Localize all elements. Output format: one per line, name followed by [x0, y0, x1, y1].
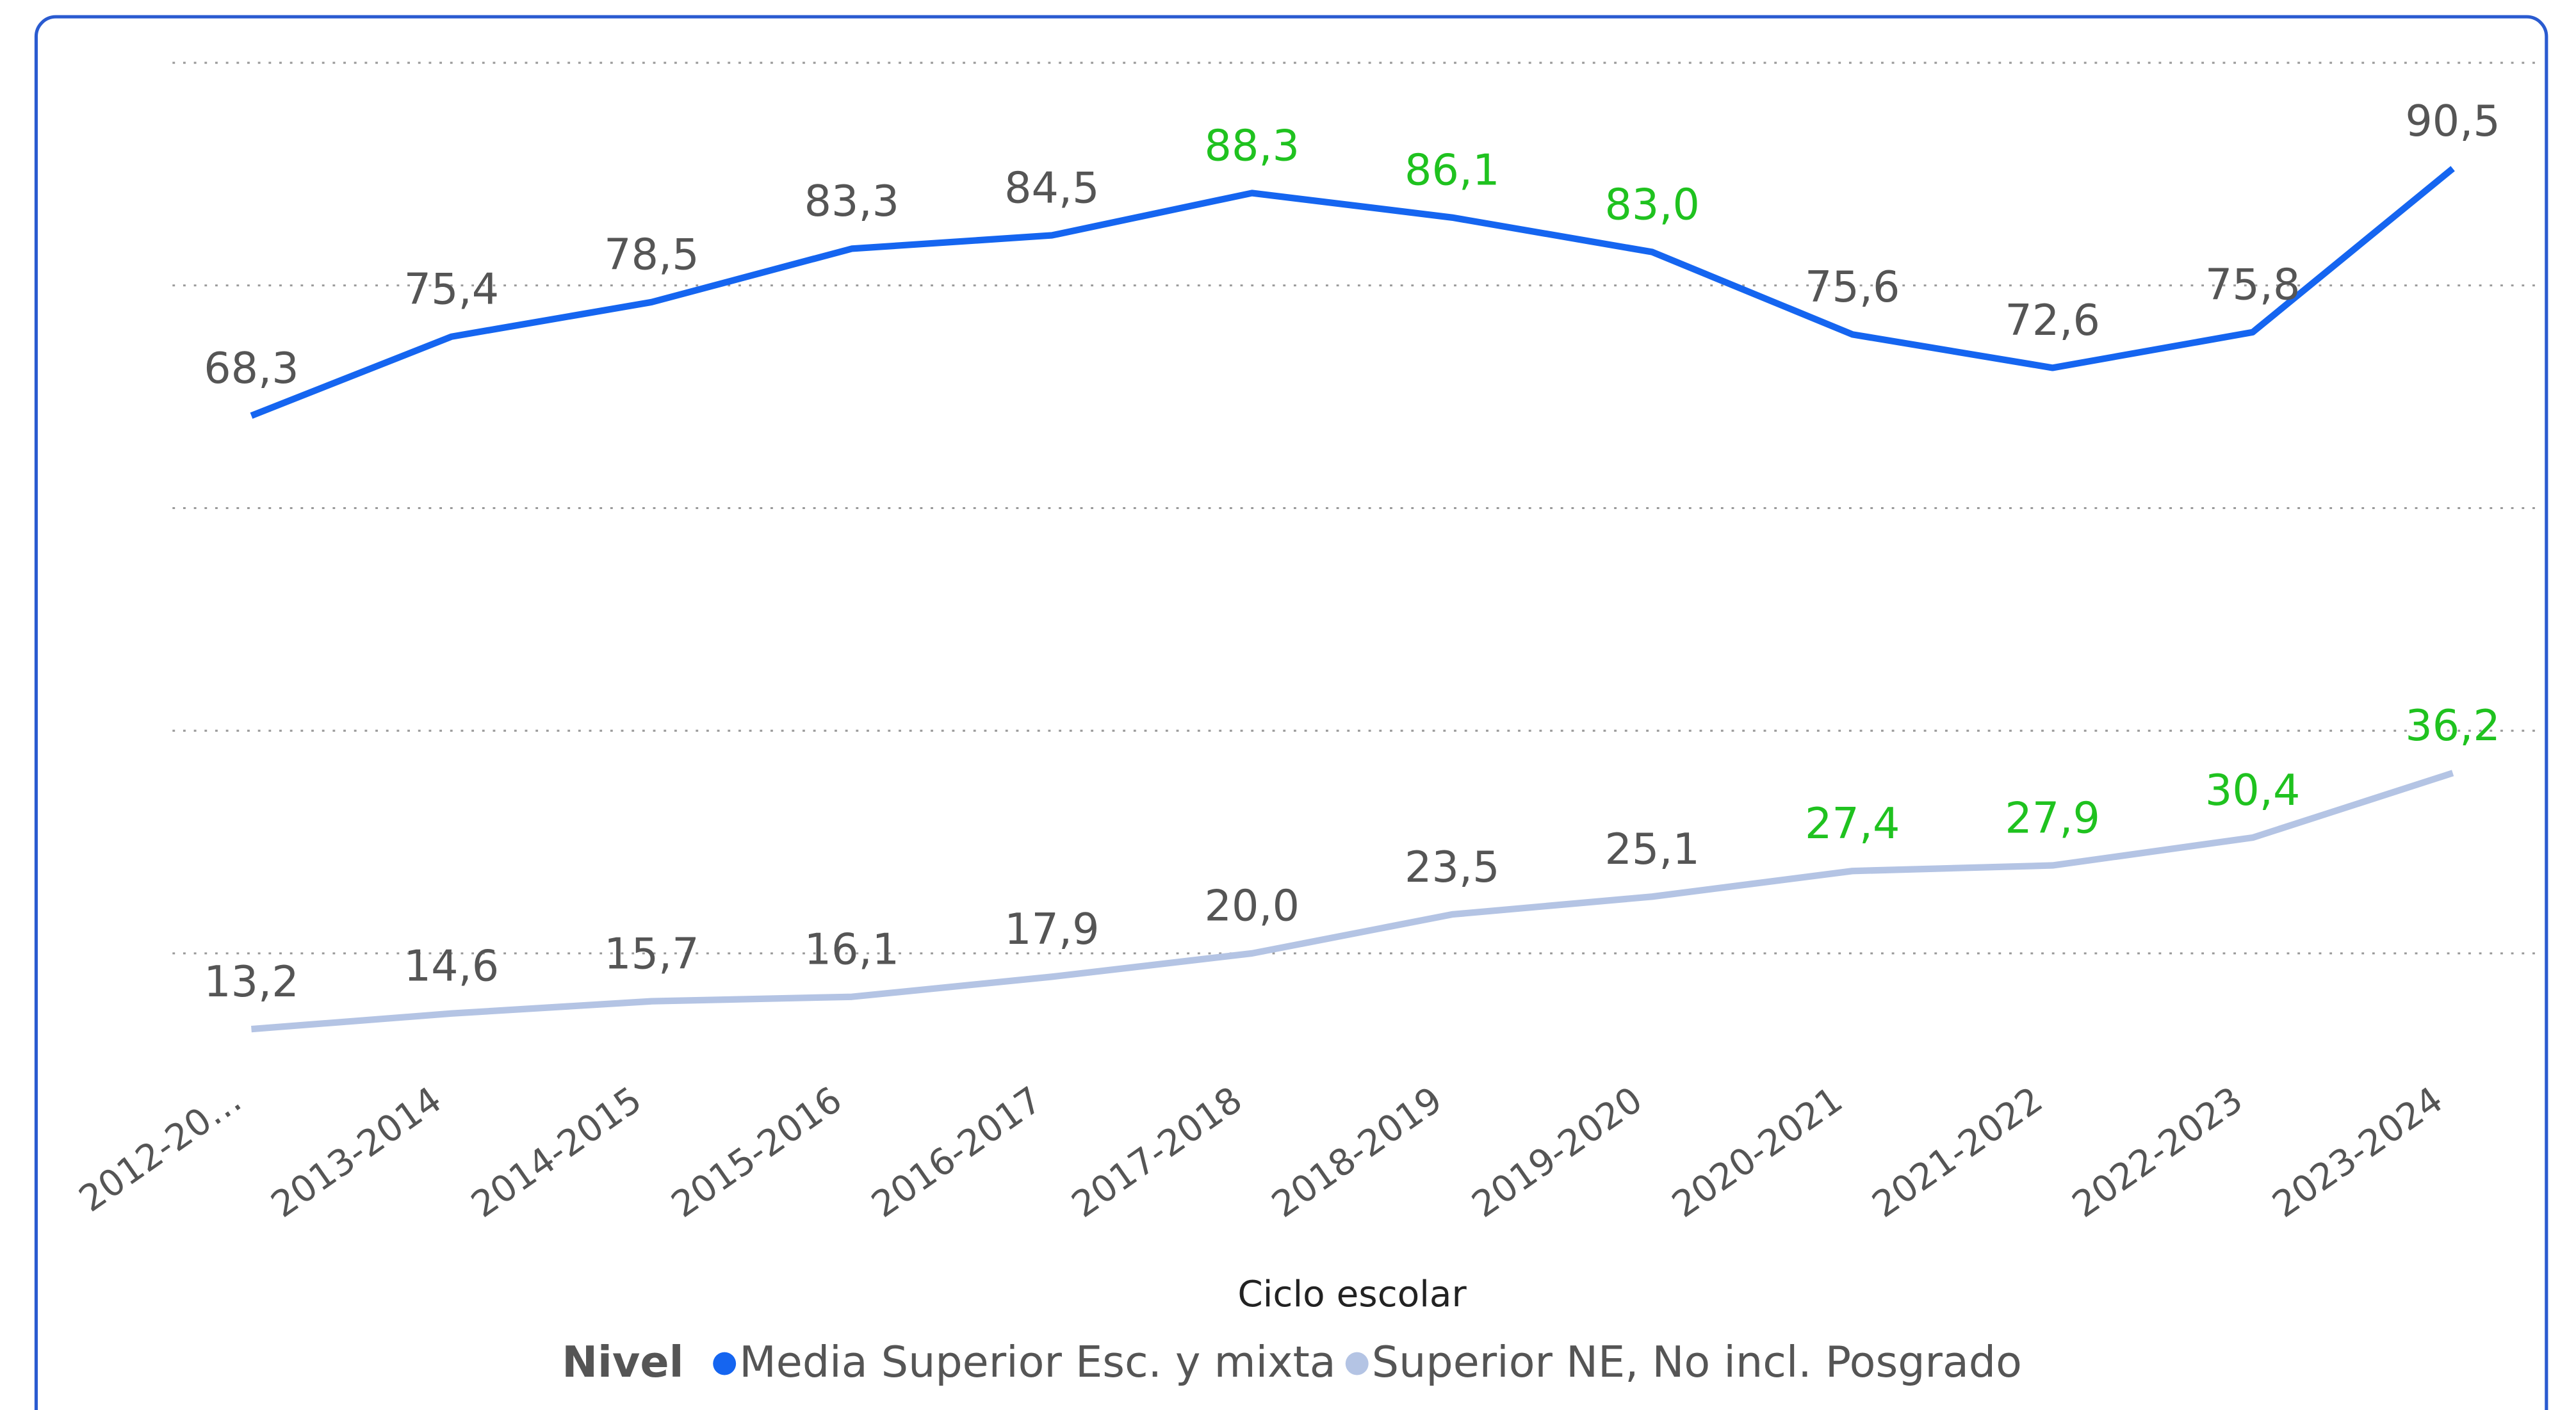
legend-title: Nivel [562, 1337, 683, 1387]
data-label: 90,5 [2405, 96, 2500, 146]
data-label: 14,6 [404, 941, 499, 991]
card [34, 15, 2548, 1410]
legend-label: Media Superior Esc. y mixta [739, 1337, 1335, 1387]
data-label: 25,1 [1604, 824, 1699, 874]
data-label: 30,4 [2205, 765, 2300, 815]
data-label: 72,6 [2005, 295, 2099, 345]
data-label: 15,7 [604, 928, 699, 978]
data-label: 36,2 [2405, 701, 2500, 750]
legend-marker [1345, 1352, 1369, 1375]
series-line [250, 166, 2455, 419]
series-line [251, 770, 2454, 1033]
data-label: 20,0 [1205, 881, 1300, 931]
data-label: 68,3 [204, 343, 298, 393]
data-label: 75,8 [2205, 260, 2300, 310]
data-label: 23,5 [1405, 842, 1499, 892]
x-axis-title: Ciclo escolar [1237, 1274, 1467, 1315]
data-label: 88,3 [1205, 120, 1300, 170]
data-label: 84,5 [1004, 163, 1099, 213]
data-label: 75,6 [1805, 262, 1900, 312]
data-label: 83,0 [1604, 179, 1699, 229]
data-label: 17,9 [1004, 904, 1099, 954]
data-label: 27,9 [2005, 793, 2099, 843]
data-label: 78,5 [604, 230, 699, 280]
data-label: 16,1 [804, 925, 899, 975]
data-label: 27,4 [1805, 798, 1900, 848]
legend-label: Superior NE, No incl. Posgrado [1372, 1337, 2022, 1387]
data-label: 13,2 [204, 957, 298, 1007]
legend-marker [713, 1352, 737, 1375]
data-label: 75,4 [404, 264, 499, 314]
data-label: 86,1 [1405, 145, 1499, 195]
data-label: 83,3 [804, 176, 899, 226]
